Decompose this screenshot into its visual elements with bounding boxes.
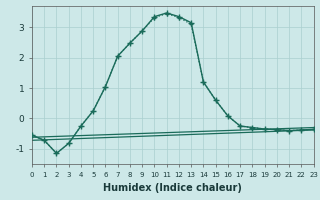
X-axis label: Humidex (Indice chaleur): Humidex (Indice chaleur) [103,183,242,193]
